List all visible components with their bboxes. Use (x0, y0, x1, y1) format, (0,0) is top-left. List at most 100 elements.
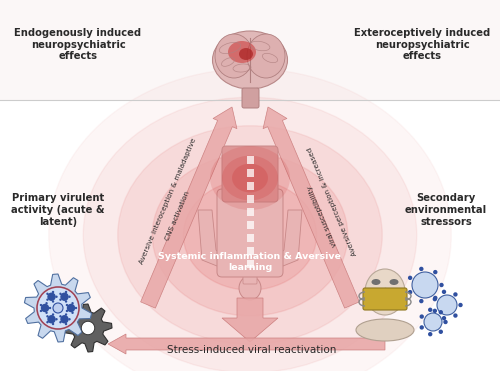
Bar (246, 156, 254, 164)
Circle shape (60, 299, 62, 301)
Bar (246, 182, 254, 190)
Text: viral susceptibility: viral susceptibility (306, 184, 338, 247)
Ellipse shape (390, 279, 398, 285)
Circle shape (46, 312, 48, 314)
Circle shape (46, 321, 48, 324)
Circle shape (68, 305, 74, 312)
Text: Endogenously induced
neuropsychiatric
effects: Endogenously induced neuropsychiatric ef… (14, 28, 141, 61)
Circle shape (56, 318, 58, 321)
Circle shape (52, 323, 54, 325)
Polygon shape (222, 298, 278, 342)
Circle shape (49, 307, 51, 309)
Circle shape (46, 302, 48, 305)
Circle shape (52, 291, 54, 293)
Ellipse shape (247, 34, 285, 78)
Ellipse shape (49, 69, 451, 371)
Circle shape (458, 303, 462, 307)
FancyBboxPatch shape (222, 146, 278, 202)
Circle shape (46, 299, 48, 301)
Circle shape (48, 298, 68, 318)
Bar (246, 208, 254, 216)
Circle shape (42, 305, 48, 312)
FancyBboxPatch shape (242, 88, 259, 108)
Ellipse shape (365, 269, 405, 315)
Circle shape (444, 320, 448, 324)
FancyBboxPatch shape (217, 189, 283, 277)
Bar (246, 169, 254, 177)
Circle shape (442, 316, 446, 321)
Bar (0, 0, 500, 100)
Circle shape (442, 290, 446, 294)
Circle shape (428, 308, 432, 312)
Circle shape (66, 310, 68, 312)
Circle shape (420, 325, 424, 329)
Circle shape (438, 310, 443, 315)
Circle shape (440, 283, 444, 287)
Ellipse shape (356, 319, 414, 341)
Text: Exteroceptively induced
neuropsychiatric
effects: Exteroceptively induced neuropsychiatric… (354, 28, 490, 61)
Circle shape (60, 293, 62, 295)
Ellipse shape (212, 31, 288, 89)
Text: Aversive perception & increased: Aversive perception & increased (306, 146, 358, 256)
Text: CNS activation: CNS activation (165, 190, 191, 242)
Polygon shape (24, 274, 92, 342)
Circle shape (56, 296, 58, 298)
Circle shape (40, 310, 42, 312)
Circle shape (60, 321, 62, 324)
Circle shape (437, 295, 457, 315)
Circle shape (433, 270, 438, 274)
Circle shape (48, 316, 55, 323)
Text: Secondary
environmental
stressors: Secondary environmental stressors (405, 193, 487, 227)
Circle shape (66, 304, 68, 306)
Circle shape (65, 291, 67, 293)
Text: Systemic inflammation & Aversive
learning: Systemic inflammation & Aversive learnin… (158, 252, 342, 272)
Circle shape (60, 315, 62, 318)
Circle shape (65, 313, 67, 316)
Bar (246, 195, 254, 203)
Bar (246, 260, 254, 268)
Ellipse shape (152, 154, 348, 316)
Circle shape (40, 304, 42, 306)
Text: Aversive interoception & maladaptive: Aversive interoception & maladaptive (138, 137, 198, 265)
Circle shape (453, 313, 458, 318)
Circle shape (432, 309, 437, 313)
Circle shape (419, 299, 424, 303)
Polygon shape (64, 304, 112, 352)
Circle shape (52, 300, 54, 303)
Polygon shape (263, 107, 360, 308)
Ellipse shape (372, 279, 380, 285)
Text: Primary virulent
activity (acute &
latent): Primary virulent activity (acute & laten… (11, 193, 105, 227)
Circle shape (438, 329, 443, 334)
FancyBboxPatch shape (243, 270, 257, 284)
Bar (246, 221, 254, 229)
Circle shape (65, 323, 67, 325)
Circle shape (419, 267, 424, 271)
Circle shape (453, 292, 458, 297)
Ellipse shape (210, 146, 290, 210)
Circle shape (412, 272, 438, 298)
Bar (246, 247, 254, 255)
Circle shape (428, 332, 432, 336)
Circle shape (408, 276, 412, 280)
Circle shape (52, 313, 54, 316)
Polygon shape (198, 210, 222, 268)
Circle shape (433, 296, 438, 300)
Polygon shape (108, 334, 385, 354)
Circle shape (46, 315, 48, 318)
Polygon shape (140, 107, 237, 308)
FancyBboxPatch shape (363, 288, 407, 310)
Ellipse shape (239, 276, 261, 300)
Ellipse shape (215, 34, 253, 78)
Text: Stress-induced viral reactivation: Stress-induced viral reactivation (168, 345, 336, 355)
Circle shape (72, 312, 74, 314)
Circle shape (408, 290, 412, 294)
Ellipse shape (222, 155, 278, 200)
Bar (246, 234, 254, 242)
Circle shape (75, 307, 77, 309)
Ellipse shape (83, 97, 417, 371)
Ellipse shape (228, 41, 256, 63)
Circle shape (68, 296, 70, 298)
Circle shape (65, 300, 67, 303)
Ellipse shape (184, 180, 316, 290)
Circle shape (46, 293, 48, 295)
